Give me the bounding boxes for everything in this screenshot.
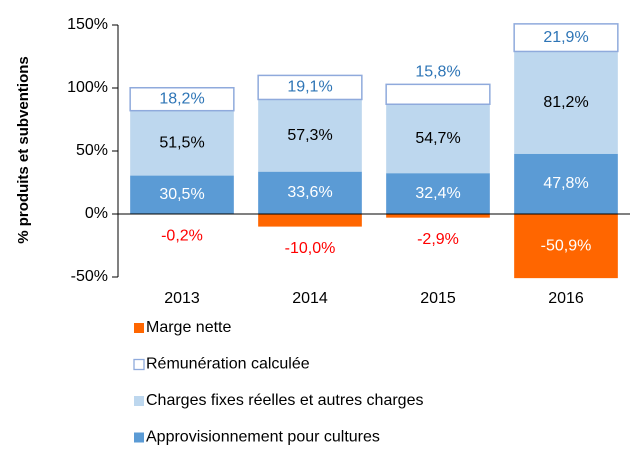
bar-segment xyxy=(514,214,618,279)
legend-swatch xyxy=(134,432,144,443)
y-tick-label: -50% xyxy=(71,268,108,285)
bar-segment xyxy=(129,86,235,112)
bar-segment xyxy=(130,110,234,176)
x-tick-label: 2016 xyxy=(548,290,584,307)
data-label: 30,5% xyxy=(159,186,204,203)
data-label: -10,0% xyxy=(285,240,336,257)
bar-segment xyxy=(257,74,363,101)
data-label: 54,7% xyxy=(415,130,460,147)
bar-segment xyxy=(513,23,619,53)
legend-swatch xyxy=(134,323,144,333)
bar-segment xyxy=(258,171,362,214)
legend-label: Marge nette xyxy=(146,319,231,336)
data-label: 15,8% xyxy=(415,64,460,81)
data-label: 19,1% xyxy=(287,79,332,96)
bar-segment xyxy=(386,214,490,218)
data-label: -2,9% xyxy=(417,231,459,248)
x-tick-label: 2014 xyxy=(292,290,328,307)
bar-segment xyxy=(386,104,490,174)
data-label: 47,8% xyxy=(543,175,588,192)
y-tick-label: 0% xyxy=(85,205,108,222)
y-tick-label: 50% xyxy=(76,142,108,159)
bar-segment xyxy=(514,51,618,154)
legend-label: Approvisionnement pour cultures xyxy=(146,429,380,446)
legend-label: Rémunération calculée xyxy=(146,356,310,373)
x-tick-label: 2013 xyxy=(164,290,200,307)
data-label: 81,2% xyxy=(543,94,588,111)
bar-segment xyxy=(258,214,362,227)
bar-segment xyxy=(130,175,234,214)
data-label: 33,6% xyxy=(287,184,332,201)
bar-segment xyxy=(386,173,490,214)
legend-swatch xyxy=(134,396,144,406)
data-label: 32,4% xyxy=(415,185,460,202)
data-label: -0,2% xyxy=(161,227,203,244)
x-tick-label: 2015 xyxy=(420,290,456,307)
bar-segment xyxy=(258,99,362,172)
bar-segment xyxy=(385,83,491,106)
y-tick-label: 150% xyxy=(67,16,108,33)
data-label: 51,5% xyxy=(159,134,204,151)
data-label: -50,9% xyxy=(541,237,592,254)
y-tick-label: 100% xyxy=(67,79,108,96)
bar-segment xyxy=(514,153,618,214)
data-label: 18,2% xyxy=(159,90,204,107)
legend-swatch xyxy=(133,358,145,371)
data-label: 57,3% xyxy=(287,127,332,144)
data-label: 21,9% xyxy=(543,29,588,46)
legend-label: Charges fixes réelles et autres charges xyxy=(146,392,423,409)
y-axis-label: % produits et subventions xyxy=(15,56,32,244)
